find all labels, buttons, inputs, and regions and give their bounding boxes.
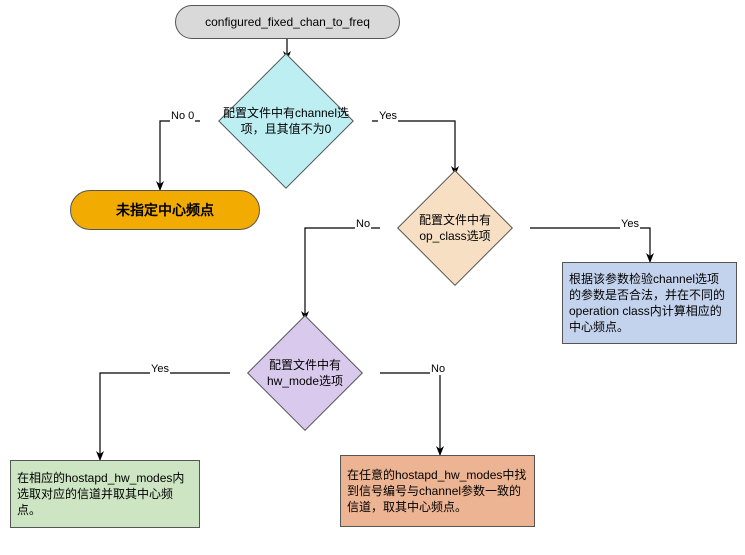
decision-hwmode: 配置文件中有hw_mode选项 [230, 320, 380, 426]
process-hw-no-label: 在任意的hostapd_hw_modes中找到信号编号与channel参数一致的… [347, 467, 528, 516]
edge-label: No [430, 363, 446, 375]
start-terminator: configured_fixed_chan_to_freq [175, 5, 400, 39]
decision-channel-label: 配置文件中有channel选项，且其值不为0 [218, 105, 354, 137]
edge-path [380, 373, 440, 455]
edge-path [372, 121, 455, 175]
edge-label: Yes [378, 110, 398, 122]
process-opclass-result: 根据该参数检验channel选项的参数是否合法，并在不同的operation c… [562, 262, 737, 344]
process-opclass-label: 根据该参数检验channel选项的参数是否合法，并在不同的operation c… [569, 271, 730, 336]
no-center-freq-label: 未指定中心频点 [116, 201, 214, 220]
process-hw-no: 在任意的hostapd_hw_modes中找到信号编号与channel参数一致的… [340, 455, 535, 527]
no-center-freq-terminator: 未指定中心频点 [70, 190, 260, 230]
edge-path [530, 228, 650, 262]
decision-hwmode-label: 配置文件中有hw_mode选项 [248, 357, 362, 389]
start-label: configured_fixed_chan_to_freq [205, 14, 370, 30]
process-hw-yes: 在相应的hostapd_hw_modes内选取对应的信道并取其中心频点。 [10, 460, 200, 528]
decision-opclass-label: 配置文件中有op_class选项 [398, 212, 512, 244]
edge-path [305, 228, 380, 320]
edge-label: Yes [150, 363, 170, 375]
edge-label: No 0 [170, 110, 195, 122]
decision-channel: 配置文件中有channel选项，且其值不为0 [200, 60, 372, 182]
edge-path [100, 373, 230, 460]
edge-label: Yes [620, 218, 640, 230]
edge-label: No [355, 218, 371, 230]
decision-opclass: 配置文件中有op_class选项 [380, 175, 530, 281]
process-hw-yes-label: 在相应的hostapd_hw_modes内选取对应的信道并取其中心频点。 [17, 470, 193, 519]
edge-path [160, 121, 200, 190]
